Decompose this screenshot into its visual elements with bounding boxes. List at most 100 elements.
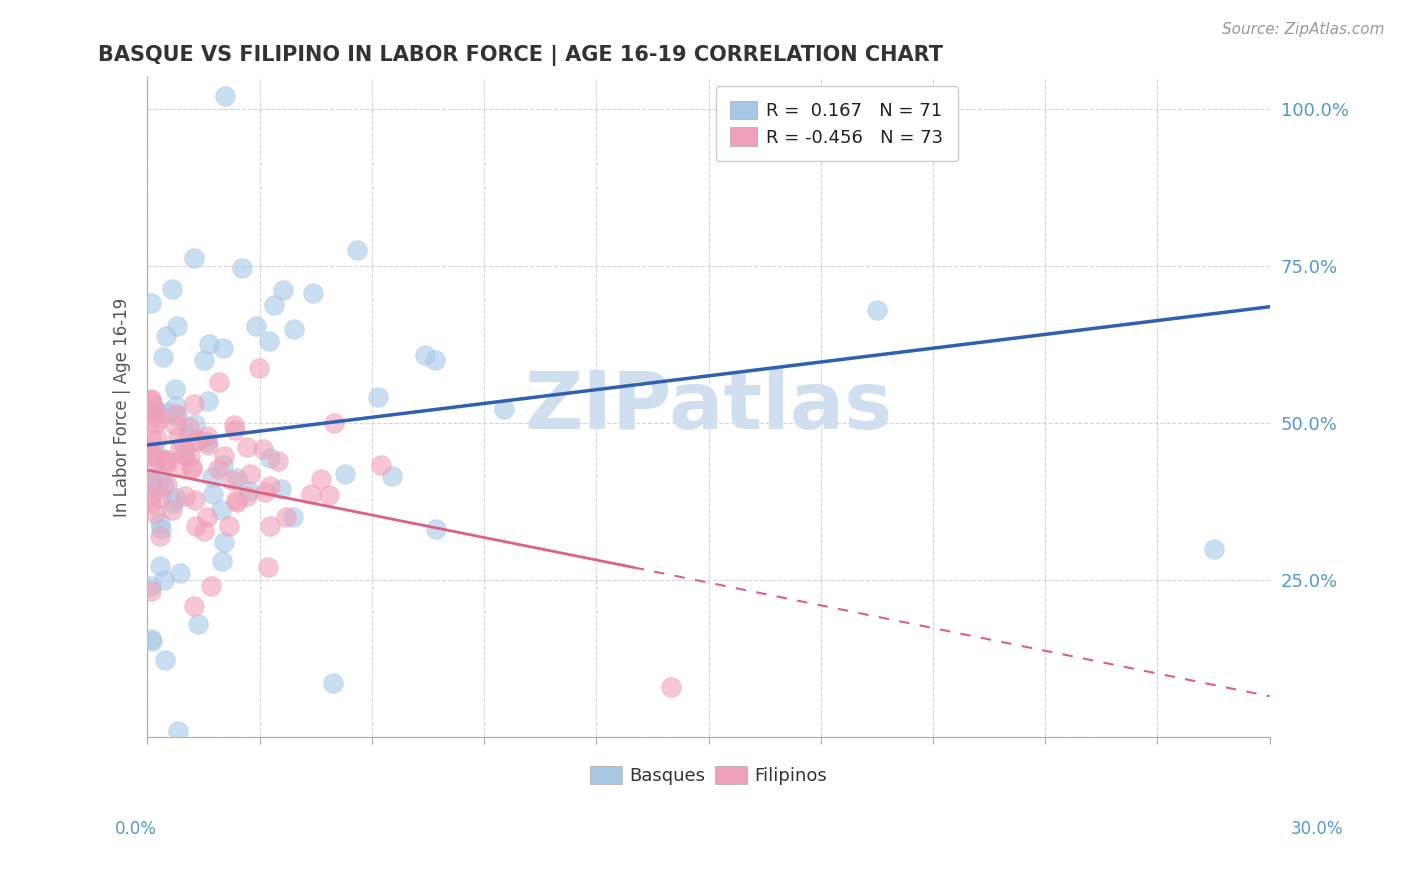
Text: Source: ZipAtlas.com: Source: ZipAtlas.com <box>1222 22 1385 37</box>
Point <box>149 516 172 530</box>
Point <box>238 467 260 481</box>
Point <box>162 503 184 517</box>
Point <box>197 337 219 351</box>
Point <box>181 460 204 475</box>
Point <box>139 444 162 458</box>
Point <box>150 469 173 483</box>
Point <box>214 534 236 549</box>
Point <box>212 458 235 472</box>
Point <box>177 427 200 442</box>
Point <box>156 405 179 419</box>
Point <box>193 353 215 368</box>
Point <box>156 457 179 471</box>
Point <box>259 518 281 533</box>
Point <box>160 282 183 296</box>
Point <box>257 334 280 348</box>
Point <box>167 723 190 738</box>
Point <box>163 382 186 396</box>
Point <box>254 484 277 499</box>
Point <box>224 423 246 437</box>
Text: ZIPatlas: ZIPatlas <box>524 368 893 446</box>
Point <box>141 432 163 446</box>
Point <box>149 559 172 574</box>
Point <box>143 446 166 460</box>
Point <box>200 579 222 593</box>
Point <box>225 470 247 484</box>
Point <box>166 318 188 333</box>
Point <box>231 260 253 275</box>
Point <box>370 458 392 473</box>
Point <box>322 676 344 690</box>
Point <box>866 302 889 317</box>
Point <box>221 473 243 487</box>
Point <box>174 448 197 462</box>
Point <box>179 449 201 463</box>
Point <box>173 440 195 454</box>
Point <box>183 252 205 266</box>
Point <box>197 394 219 409</box>
Point <box>276 510 298 524</box>
Point <box>211 341 233 355</box>
Point <box>184 434 207 448</box>
Point <box>201 486 224 500</box>
Point <box>141 497 163 511</box>
Point <box>139 489 162 503</box>
Point <box>174 489 197 503</box>
Point <box>224 418 246 433</box>
Point <box>197 437 219 451</box>
Point <box>236 490 259 504</box>
Point <box>149 491 172 505</box>
Point <box>186 617 208 632</box>
Point <box>207 376 229 390</box>
Point <box>143 506 166 520</box>
Point <box>323 416 346 430</box>
Point <box>494 402 516 417</box>
Point <box>143 450 166 464</box>
Point <box>155 329 177 343</box>
Point <box>169 459 191 474</box>
Point <box>139 392 162 407</box>
Point <box>165 491 187 506</box>
Point <box>177 419 200 434</box>
Point <box>184 493 207 508</box>
Point <box>145 404 167 418</box>
Point <box>184 417 207 431</box>
Point <box>149 529 172 543</box>
Point <box>263 298 285 312</box>
Text: BASQUE VS FILIPINO IN LABOR FORCE | AGE 16-19 CORRELATION CHART: BASQUE VS FILIPINO IN LABOR FORCE | AGE … <box>98 45 943 66</box>
Point <box>141 633 163 648</box>
Point <box>283 322 305 336</box>
Point <box>209 503 232 517</box>
Point <box>139 476 162 491</box>
Point <box>139 392 162 407</box>
Point <box>139 583 162 598</box>
Point <box>425 522 447 536</box>
Point <box>150 522 173 536</box>
Point <box>145 432 167 446</box>
Point <box>141 632 163 647</box>
Point <box>186 519 208 533</box>
Point <box>152 350 174 364</box>
Point <box>1202 541 1225 556</box>
Point <box>273 283 295 297</box>
Point <box>257 559 280 574</box>
Point <box>367 390 389 404</box>
Point <box>259 450 281 465</box>
Point <box>141 579 163 593</box>
Point <box>659 680 682 694</box>
Point <box>155 454 177 468</box>
Point <box>423 352 446 367</box>
Point <box>207 462 229 476</box>
Point <box>187 434 209 448</box>
Point <box>218 519 240 533</box>
Point <box>201 469 224 483</box>
Point <box>212 450 235 464</box>
Point <box>211 554 233 568</box>
Point <box>281 509 304 524</box>
Point <box>162 496 184 510</box>
Point <box>156 478 179 492</box>
Point <box>153 452 176 467</box>
Text: 0.0%: 0.0% <box>115 820 157 838</box>
Point <box>139 296 162 310</box>
Point <box>169 440 191 454</box>
